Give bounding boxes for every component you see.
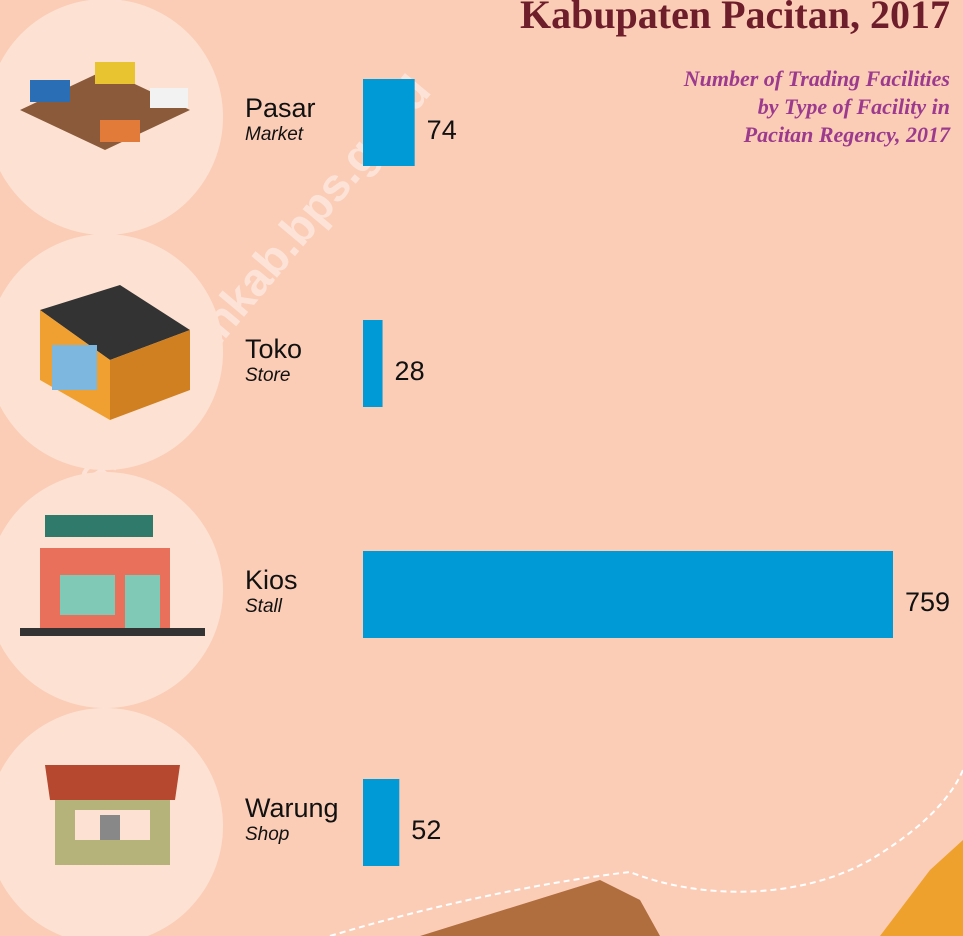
category-label: Toko — [245, 334, 302, 364]
bar — [363, 779, 399, 866]
bar — [363, 79, 415, 166]
icons — [0, 0, 223, 936]
category-label-en: Store — [245, 365, 290, 386]
subtitle: Pacitan Regency, 2017 — [743, 122, 951, 147]
category-label: Pasar — [245, 93, 316, 123]
category-label: Kios — [245, 565, 298, 595]
category-label-en: Shop — [245, 824, 289, 845]
chart-title: Kabupaten Pacitan, 2017 — [520, 0, 950, 37]
value-label: 759 — [905, 587, 950, 617]
value-label: 28 — [395, 356, 425, 386]
value-label: 52 — [411, 815, 441, 845]
chart: Kabupaten Pacitan, 2017 https://pacitank… — [0, 0, 963, 936]
value-label: 74 — [427, 115, 457, 145]
bar — [363, 551, 893, 638]
bar — [363, 320, 383, 407]
page: {"chart_data": {"type": "bar", "orientat… — [0, 0, 963, 936]
subtitle: by Type of Facility in — [758, 94, 950, 119]
subtitle: Number of Trading Facilities — [683, 66, 950, 91]
category-label: Warung — [245, 793, 339, 823]
bottom-decoration — [330, 770, 963, 936]
category-label-en: Stall — [245, 596, 283, 617]
category-label-en: Market — [245, 124, 304, 145]
